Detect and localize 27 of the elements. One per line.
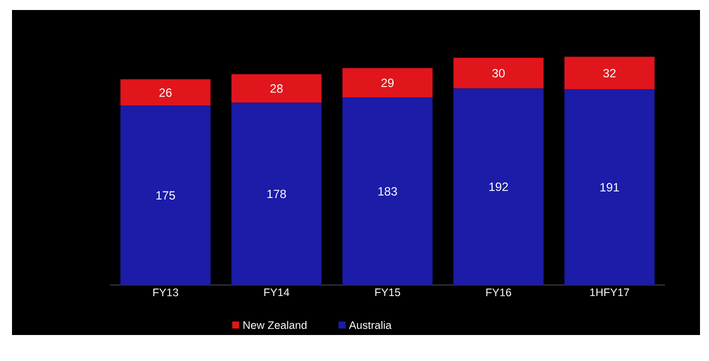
bar [231,102,322,285]
data-label: 178 [267,190,286,198]
x-tick-label: FY15 [375,288,400,296]
bar [564,56,655,90]
bar [342,98,433,285]
bar [453,58,544,89]
x-tick-label: FY16 [486,288,512,296]
data-label: 30 [492,68,505,78]
legend-label: Australia [348,320,392,330]
x-tick-label: 1HFY17 [590,288,630,296]
data-label: 29 [381,78,394,88]
data-label: 32 [603,68,616,78]
bar [120,79,211,106]
bar [564,89,655,285]
data-label: 191 [600,183,619,192]
x-tick-label: FY14 [264,288,290,296]
bar [120,106,211,285]
legend-label: New Zealand [244,320,306,330]
bar [453,88,544,285]
bar [342,68,433,98]
data-label: 183 [378,187,397,196]
bar [231,74,322,104]
data-label: 26 [159,88,172,97]
data-label: 175 [156,191,175,200]
x-tick-label: FY13 [153,288,178,296]
data-label: 192 [489,182,508,191]
data-label: 28 [270,84,283,93]
